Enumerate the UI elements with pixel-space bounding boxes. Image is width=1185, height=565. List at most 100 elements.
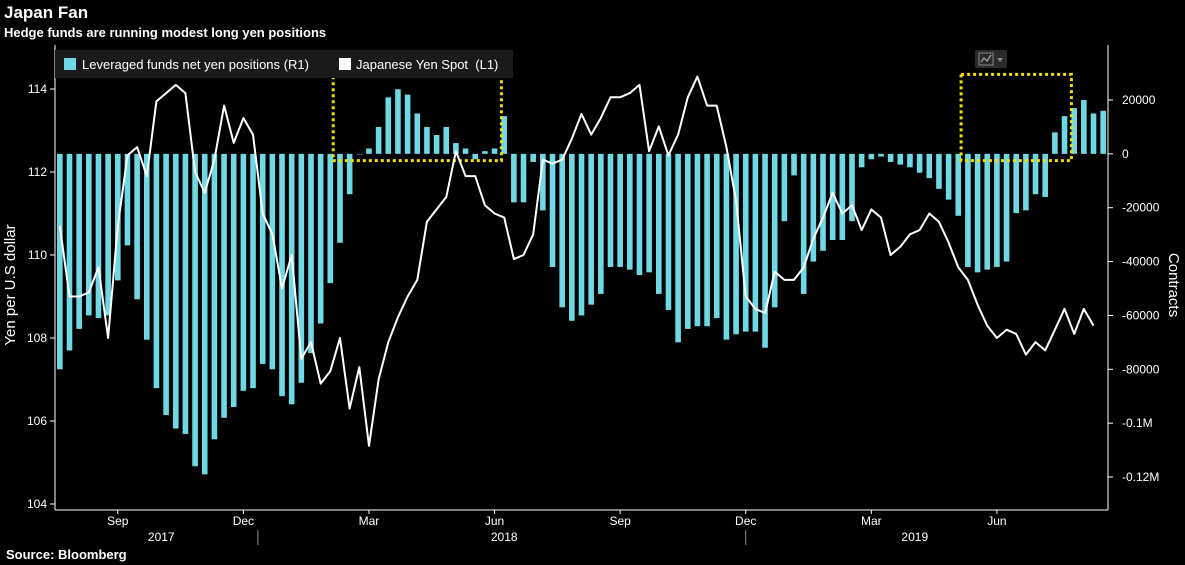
- bar: [945, 153, 952, 200]
- bar: [820, 153, 826, 251]
- chart-title: Japan Fan: [4, 3, 89, 22]
- bar: [404, 94, 411, 154]
- bar: [839, 153, 846, 241]
- bar: [143, 153, 150, 340]
- right-tick-label: 0: [1122, 147, 1129, 161]
- bar: [665, 153, 672, 311]
- bar: [453, 143, 459, 154]
- bar: [327, 153, 334, 284]
- bar: [230, 153, 237, 407]
- bar: [491, 148, 498, 154]
- bar: [124, 153, 131, 246]
- bar: [1090, 113, 1097, 154]
- bar: [636, 153, 643, 276]
- bar: [182, 153, 189, 434]
- bar: [76, 153, 82, 329]
- bar-series: [57, 89, 1106, 475]
- bar: [424, 126, 430, 154]
- right-axis-label: Contracts: [1165, 253, 1182, 317]
- bar: [221, 153, 227, 418]
- chart-type-button[interactable]: [975, 50, 1007, 68]
- bar: [578, 153, 585, 316]
- bar: [974, 153, 981, 273]
- bar: [1052, 132, 1058, 154]
- bar: [887, 153, 894, 162]
- bar: [791, 153, 797, 176]
- bar: [95, 153, 102, 319]
- legend-item-line: Japanese Yen Spot (L1): [356, 57, 498, 72]
- bar: [462, 148, 469, 154]
- bar: [308, 153, 314, 354]
- bar: [800, 153, 807, 294]
- bar: [511, 153, 517, 203]
- bar: [984, 153, 991, 270]
- legend-swatch-line: [339, 58, 351, 70]
- right-tick-label: -80000: [1122, 362, 1160, 376]
- bar: [385, 97, 392, 154]
- left-tick-label: 110: [28, 248, 47, 262]
- x-tick-label: Sep: [609, 514, 631, 528]
- right-axis: Contracts 20000 0 -20000 -40000 -60000 -80000…: [1108, 93, 1182, 484]
- bar: [829, 153, 836, 241]
- x-tick-label: Mar: [359, 514, 380, 528]
- bar: [733, 153, 739, 335]
- left-tick-label: 104: [27, 497, 47, 511]
- bar: [134, 153, 140, 300]
- left-tick-label: 108: [27, 331, 47, 345]
- bar: [163, 153, 169, 416]
- bar: [433, 135, 440, 154]
- bar: [414, 113, 421, 154]
- bar: [86, 153, 92, 316]
- legend-swatch-bar: [64, 58, 76, 70]
- highlight-box: [959, 72, 1073, 163]
- bar: [395, 89, 401, 154]
- bar: [926, 153, 933, 179]
- bar: [540, 153, 546, 211]
- bar: [279, 153, 285, 397]
- bar: [1042, 153, 1048, 197]
- bar: [520, 153, 527, 203]
- bar: [936, 153, 942, 189]
- x-tick-label: Mar: [861, 514, 882, 528]
- bar: [288, 153, 295, 405]
- left-tick-label: 114: [28, 82, 47, 96]
- bar: [713, 153, 720, 319]
- bar: [810, 153, 817, 262]
- yen-spot-line: [58, 75, 1095, 447]
- x-tick-label: Dec: [233, 514, 254, 528]
- bar: [549, 153, 556, 267]
- bar: [955, 153, 962, 216]
- bar: [598, 153, 604, 294]
- legend: Leveraged funds net yen positions (R1) J…: [55, 50, 513, 78]
- right-tick-label: 20000: [1122, 93, 1156, 107]
- bar: [617, 153, 623, 267]
- bar: [675, 153, 681, 343]
- bar: [250, 153, 256, 389]
- bar: [868, 153, 875, 160]
- bar: [375, 126, 382, 154]
- bar: [1100, 110, 1106, 154]
- bar: [694, 153, 701, 327]
- legend-item-bar: Leveraged funds net yen positions (R1): [82, 57, 309, 72]
- x-tick-label: Jun: [485, 514, 504, 528]
- bar: [1071, 108, 1077, 154]
- bar: [192, 153, 198, 467]
- bar: [211, 153, 218, 440]
- bar: [781, 153, 788, 222]
- legend-background: [55, 50, 513, 78]
- right-tick-label: -20000: [1122, 201, 1160, 215]
- bar: [66, 153, 73, 351]
- bar: [269, 153, 276, 370]
- right-tick-label: -0.1M: [1122, 416, 1153, 430]
- source-note: Source: Bloomberg: [6, 547, 127, 562]
- left-tick-label: 106: [27, 414, 47, 428]
- bar: [1003, 153, 1010, 262]
- x-tick-label: Jun: [987, 514, 1006, 528]
- bar: [723, 153, 730, 340]
- x-tick-label: Sep: [107, 514, 129, 528]
- bar: [752, 153, 759, 332]
- bar: [1081, 100, 1087, 154]
- year-label: 2017: [148, 530, 175, 544]
- bar: [346, 153, 353, 195]
